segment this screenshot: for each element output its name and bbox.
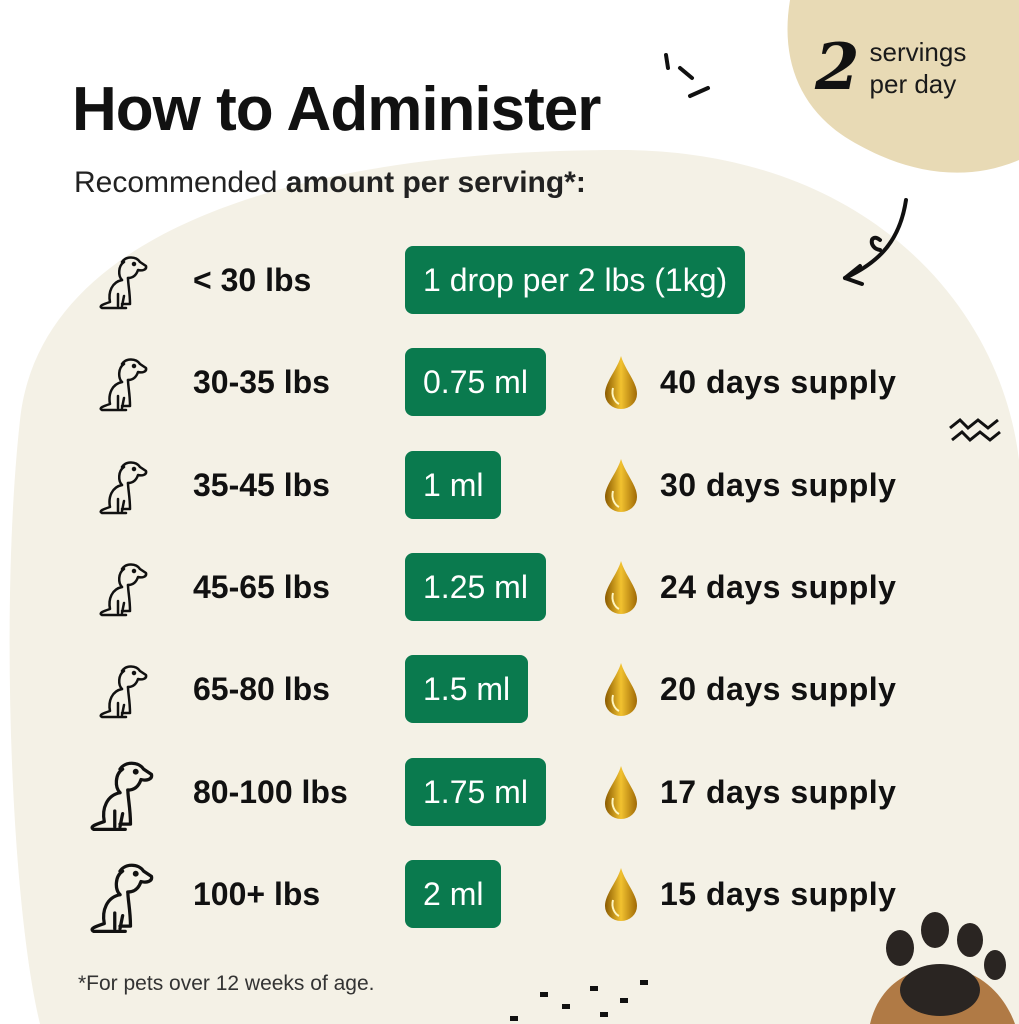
dose-pill: 0.75 ml: [405, 348, 546, 417]
footnote: *For pets over 12 weeks of age.: [78, 972, 375, 995]
servings-badge: 2 servings per day: [815, 30, 966, 105]
subtitle: Recommended amount per serving*:: [74, 166, 586, 200]
dog-icon: [99, 563, 148, 617]
dosage-row: 100+ lbs 2 ml 15 days supply: [0, 859, 1019, 933]
servings-line2: per day: [869, 68, 957, 99]
dose-pill: 1.5 ml: [405, 655, 529, 724]
dosage-row: 65-80 lbs 1.5 ml 20 days supply: [0, 655, 1019, 725]
weight-label: < 30 lbs: [193, 262, 312, 298]
dosage-row: < 30 lbs 1 drop per 2 lbs (1kg): [0, 246, 1019, 316]
subtitle-bold: amount per serving*:: [285, 166, 586, 199]
sparkle-marks: [664, 53, 710, 98]
supply-label: 15 days supply: [660, 875, 897, 912]
oil-drop-icon: [605, 458, 637, 512]
oil-drop-icon: [605, 867, 637, 921]
dog-icon: [90, 863, 154, 933]
subtitle-prefix: Recommended: [74, 166, 286, 199]
servings-number: 2: [815, 30, 860, 105]
dog-icon: [90, 761, 154, 831]
supply-label: 24 days supply: [660, 568, 897, 605]
servings-line1: servings: [869, 36, 967, 67]
weight-label: 45-65 lbs: [193, 568, 330, 605]
dog-icon: [99, 665, 148, 719]
supply-label: 30 days supply: [660, 466, 897, 503]
dots: [510, 980, 648, 1021]
oil-drop-icon: [605, 765, 637, 819]
supply-label: 40 days supply: [660, 364, 897, 401]
dose-pill: 2 ml: [405, 859, 502, 928]
weight-label: 30-35 lbs: [193, 364, 330, 401]
dog-icon: [99, 358, 148, 412]
weight-label: 65-80 lbs: [193, 671, 330, 708]
dosage-row: 45-65 lbs 1.25 ml 24 days supply: [0, 552, 1019, 623]
supply-label: 20 days supply: [660, 671, 897, 708]
oil-drop-icon: [605, 356, 637, 410]
dose-pill: 1 drop per 2 lbs (1kg): [405, 246, 746, 314]
dosage-row: 35-45 lbs 1 ml 30 days supply: [0, 450, 1019, 521]
oil-drop-icon: [605, 560, 637, 614]
dose-pill: 1 ml: [405, 450, 502, 519]
dose-pill: 1.25 ml: [405, 552, 546, 621]
dog-icon: [99, 460, 148, 514]
weight-label: 80-100 lbs: [193, 773, 348, 810]
weight-label: 35-45 lbs: [193, 466, 330, 503]
dosage-row: 80-100 lbs 1.75 ml 17 days supply: [0, 757, 1019, 831]
supply-label: 17 days supply: [660, 773, 897, 810]
oil-drop-icon: [605, 663, 637, 717]
weight-label: 100+ lbs: [193, 875, 321, 912]
squiggle-marks: [949, 417, 1001, 443]
dose-pill: 1.75 ml: [405, 757, 546, 826]
badge-blob: [787, 0, 1019, 173]
dog-icon: [99, 256, 148, 310]
arrow-icon: [843, 198, 908, 286]
dosage-row: 30-35 lbs 0.75 ml 40 days supply: [0, 348, 1019, 418]
page-title: How to Administer: [72, 75, 601, 144]
paw-icon: [870, 912, 1015, 1024]
